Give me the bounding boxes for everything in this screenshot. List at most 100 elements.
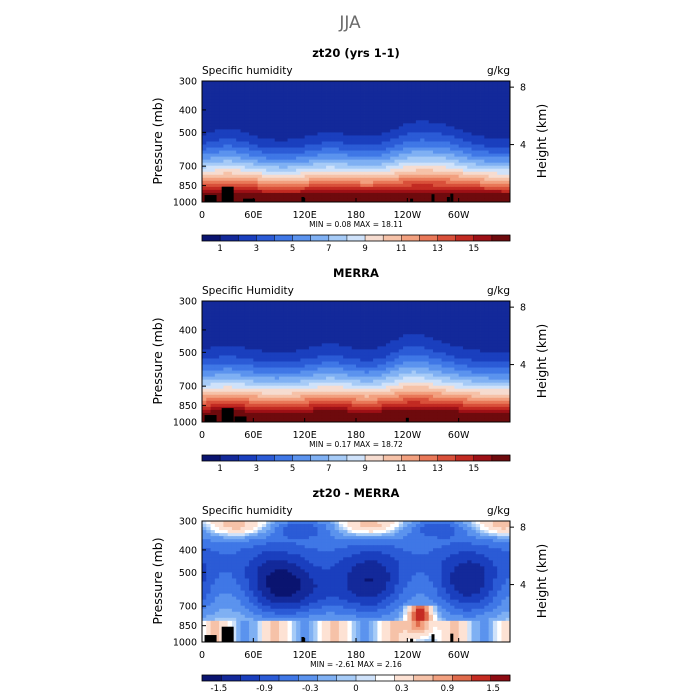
heat-cell [428,319,434,323]
heat-cell [206,120,211,124]
heat-cell [287,364,293,368]
heat-cell [214,301,220,305]
heat-cell [484,96,490,100]
heat-cell [501,328,507,332]
heat-cell [368,159,374,164]
heat-cell [249,183,254,188]
heat-cell [407,126,413,130]
heat-cell [236,379,241,384]
heat-cell [454,304,460,308]
heat-cell [266,358,271,362]
heat-cell [266,99,271,103]
heat-cell [202,349,207,353]
heat-cell [300,367,306,371]
heat-cell [424,328,430,332]
heat-cell [450,138,455,142]
heat-cell [475,183,481,188]
heat-cell [480,96,485,100]
heat-cell [484,165,490,170]
heat-cell [257,373,263,378]
heat-cell [475,84,481,88]
heat-cell [313,310,318,314]
heat-cell [253,346,259,350]
heat-cell [304,382,310,387]
heat-cell [505,310,510,314]
heat-cell [445,376,451,381]
heat-cell [458,367,464,371]
heat-cell [308,186,314,191]
heat-cell [351,81,357,85]
heat-cell [467,364,472,368]
heat-cell [334,319,340,323]
heat-cell [497,334,502,338]
heat-cell [467,177,472,182]
heat-cell [227,114,233,118]
heat-cell [467,105,472,109]
heat-cell [244,81,250,85]
heat-cell [360,90,365,94]
heat-cell [475,340,481,344]
heat-cell [437,144,442,148]
heat-cell [296,195,301,200]
heat-cell [360,84,365,88]
heat-cell [471,114,477,118]
heat-cell [356,81,361,85]
heat-cell [484,325,490,329]
heat-cell [497,141,502,145]
heat-cell [330,334,336,338]
heat-cell [471,352,477,356]
heat-cell [471,325,477,329]
heat-cell [347,111,353,115]
heat-cell [480,367,485,371]
heat-cell [501,87,507,91]
heat-cell [202,171,207,176]
heat-cell [291,328,297,332]
heat-cell [433,310,438,314]
heat-cell [390,304,395,308]
heat-cell [407,319,413,323]
heat-cell [467,307,472,311]
heat-cell [351,108,357,112]
heat-cell [236,373,241,378]
heat-cell [296,189,301,194]
heat-cell [480,102,485,106]
heat-cell [411,102,417,106]
heat-cell [249,99,254,103]
heat-cell [428,186,434,191]
heat-cell [458,84,464,88]
heat-cell [420,159,425,164]
heat-cell [450,132,455,136]
heat-cell [274,307,280,311]
heat-cell [244,183,250,188]
heat-cell [407,138,413,142]
heat-cell [321,346,327,350]
heat-cell [454,132,460,136]
heat-cell [480,361,485,365]
heat-cell [445,183,451,188]
heat-cell [398,162,404,167]
heat-cell [347,382,353,387]
heat-cell [270,120,276,124]
heat-cell [214,307,220,311]
heat-cell [373,304,378,308]
heat-cell [475,108,481,112]
heat-cell [450,186,455,191]
heat-cell [356,319,361,323]
heat-cell [291,162,297,167]
heat-cell [484,361,490,365]
heat-cell [403,364,408,368]
heat-cell [415,120,421,124]
heat-cell [411,349,417,353]
heat-cell [219,195,224,200]
heat-cell [492,322,498,326]
heat-cell [240,126,246,130]
heat-cell [424,364,430,368]
heat-cell [428,126,434,130]
heat-cell [364,325,370,329]
heat-cell [210,126,216,130]
heat-cell [321,361,327,365]
heat-cell [317,189,323,194]
heat-cell [360,96,365,100]
heat-cell [227,370,233,374]
heat-cell [420,117,425,121]
